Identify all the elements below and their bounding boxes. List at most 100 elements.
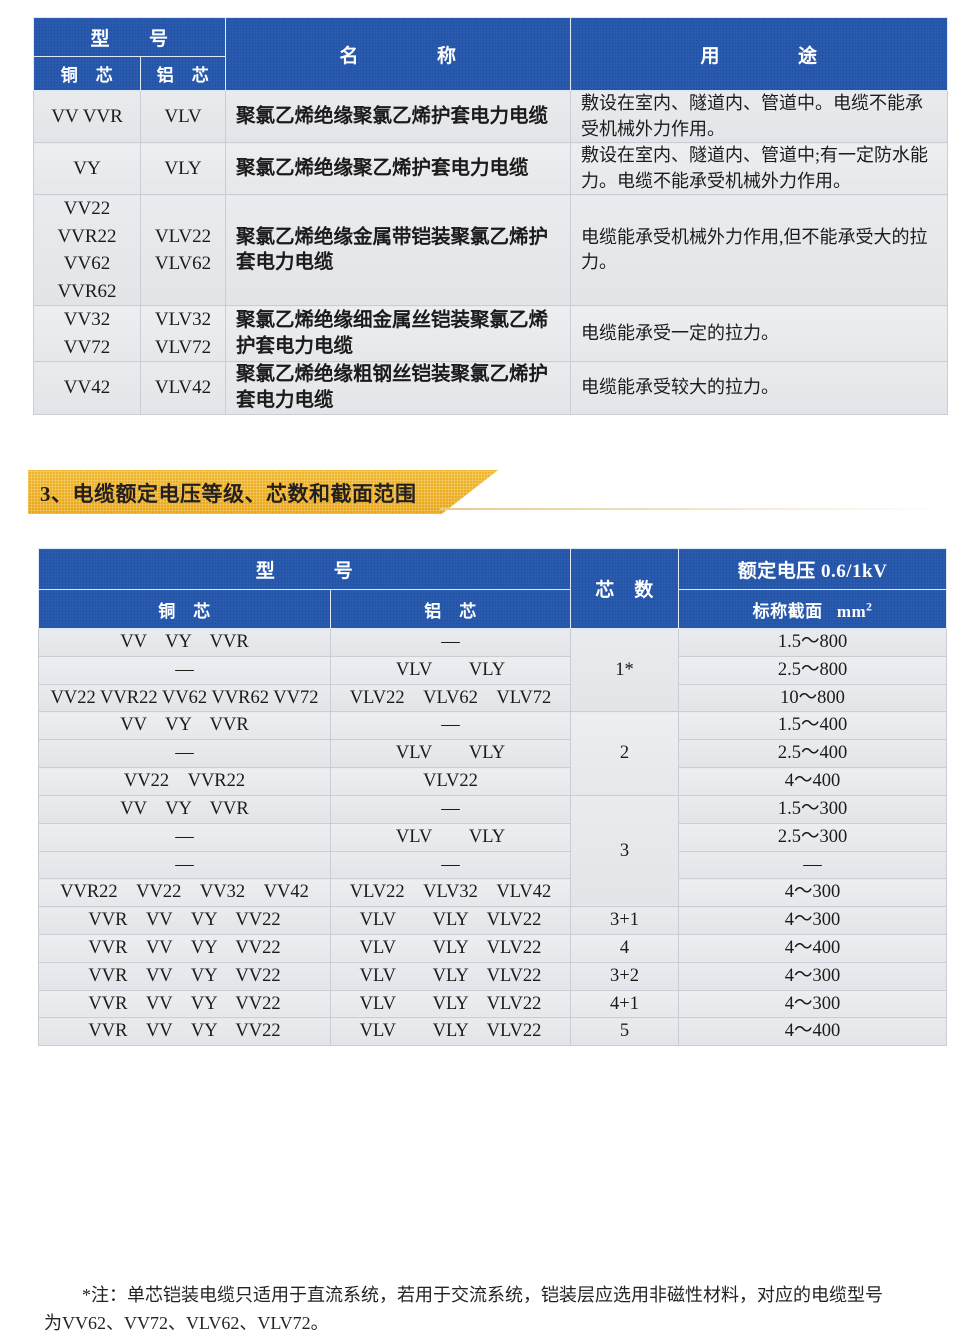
table2-cell-section-area: 2.5～800 (678, 655, 948, 685)
table1-cell-copper: VV32 VV72 (33, 305, 141, 363)
table2-body: VV VY VVR —1* 1.5～800— VLV VLY 2.5～800 VV22 V… (38, 627, 948, 1047)
section-banner-shape (28, 470, 498, 514)
table2-cell-copper: VV VY VVR (38, 794, 331, 824)
table2-cell-aluminum: VLV22 VLV32 VLV42 (329, 878, 572, 908)
table2-cell-aluminum: VLV22 VLV62 VLV72 (329, 683, 572, 713)
table2-cell-section-area: 10～800 (678, 683, 948, 713)
table1-header-row-1: 型 号 名 称 用 途 (32, 17, 949, 91)
table1-cell-aluminum: VLV (139, 89, 227, 144)
table2-cell-copper: VVR VV VY VV22 (38, 906, 331, 935)
section-title: 电缆额定电压等级、芯数和截面范围 (72, 482, 417, 506)
table1-cell-name: 聚氯乙烯绝缘细金属丝铠装聚氯乙烯护套电力电缆 (225, 305, 572, 363)
table-row: VVR22 VV22 VV32 VV42 VLV22 VLV32 VLV42 4～3… (38, 878, 948, 908)
table2-cell-section-area: 1.5～300 (678, 794, 948, 824)
table2-cell-copper: — (38, 850, 331, 880)
table2-cell-section-area: 2.5～400 (678, 739, 948, 769)
table2-cell-section-area: 2.5～300 (678, 822, 948, 852)
table1-cell-aluminum: VLV42 (139, 361, 227, 415)
table2-cell-section-area: 4～300 (678, 961, 948, 991)
table1-cell-use: 电缆能承受一定的拉力。 (570, 305, 949, 363)
table1-cell-use: 电缆能承受机械外力作用,但不能承受大的拉力。 (570, 194, 949, 307)
table-row: VV VY VVR —3 1.5～300 (38, 794, 948, 908)
table2-cell-copper: VVR VV VY VV22 (38, 961, 331, 991)
table2-header-section-unit-exponent: 2 (866, 599, 873, 613)
table2-header-model-group: 型 号 (37, 548, 572, 590)
table1-cell-copper: VV VVR (33, 89, 141, 144)
table1-cell-aluminum: VLV32 VLV72 (139, 305, 227, 363)
table2-header-section: 标称截面 mm2 (678, 589, 948, 629)
table2-cell-copper: VV22 VVR22 (38, 767, 331, 796)
table2-header-cores: 芯 数 (570, 548, 680, 629)
table2-cell-copper: VVR VV VY VV22 (38, 1017, 331, 1047)
table2-cell-copper: VVR VV VY VV22 (38, 933, 331, 963)
table2-cell-copper: — (38, 655, 331, 685)
table1-cell-name: 聚氯乙烯绝缘粗钢丝铠装聚氯乙烯护套电力电缆 (225, 361, 572, 415)
table2-cell-cores: 4 (570, 933, 680, 963)
table2-cell-section-area: 1.5～400 (678, 711, 948, 741)
cable-type-usage-table: 型 号 名 称 用 途 铜 芯 铝 芯 VV VVR VLV 聚氯乙烯绝缘聚氯乙烯护… (32, 17, 949, 415)
table1-cell-copper: VY (33, 142, 141, 196)
table2-cell-aluminum: VLV VLY VLV22 (329, 961, 572, 991)
table2-cell-cores: 3+1 (570, 906, 680, 935)
section-banner-text: 3、电缆额定电压等级、芯数和截面范围 (40, 478, 417, 508)
table-row: VV VVR VLV 聚氯乙烯绝缘聚氯乙烯护套电力电缆 敷设在室内、隧道内、管道中。电… (33, 89, 949, 144)
table2-cell-aluminum: — (329, 628, 572, 657)
table2-header-section-unit: mm (836, 601, 867, 621)
table2-cell-aluminum: — (329, 711, 572, 741)
table2-cell-section-area: 4～400 (678, 767, 948, 796)
table-row: VV22 VVR22 VV62 VVR62 VV72 VLV22 VLV62 VL… (38, 683, 948, 713)
table-row: — VLV VLY 2.5～400 (38, 739, 948, 769)
table-row: VVR VV VY VV22 VLV VLY VLV22 3+2 4～300 (38, 961, 948, 991)
table2-cell-section-area: 4～300 (678, 906, 948, 935)
table1-cell-use: 敷设在室内、隧道内、管道中;有一定防水能力。电缆不能承受机械外力作用。 (570, 142, 949, 196)
table1-cell-name: 聚氯乙烯绝缘聚乙烯护套电力电缆 (225, 142, 572, 196)
table2-header-row-1: 型 号 芯 数 额定电压 0.6/1kV (37, 548, 948, 629)
table2-cell-copper: VV VY VVR (38, 628, 331, 657)
cable-type-usage-table-container: 型 号 名 称 用 途 铜 芯 铝 芯 VV VVR VLV 聚氯乙烯绝缘聚氯乙烯护… (32, 17, 949, 415)
table2-cell-section-area: 4～400 (678, 1017, 948, 1047)
table1-cell-aluminum: VLV22 VLV62 (139, 194, 227, 307)
table-row: — VLV VLY 2.5～800 (38, 655, 948, 685)
table1-header-model-group: 型 号 (32, 17, 227, 57)
table2-cell-cores: 2 (570, 711, 680, 796)
table2-cell-section-area: 4～400 (678, 933, 948, 963)
table1-body: VV VVR VLV 聚氯乙烯绝缘聚氯乙烯护套电力电缆 敷设在室内、隧道内、管道中。电… (33, 89, 949, 415)
table-row: VVR VV VY VV22 VLV VLY VLV22 3+1 4～300 (38, 906, 948, 935)
table2-cell-copper: — (38, 739, 331, 769)
section-banner: 3、电缆额定电压等级、芯数和截面范围 (28, 470, 498, 514)
table2-cell-cores: 5 (570, 1017, 680, 1047)
table2-cell-cores: 3 (570, 794, 680, 908)
table2-header-aluminum: 铝 芯 (329, 589, 572, 629)
table2-cell-aluminum: VLV VLY VLV22 (329, 1017, 572, 1047)
table-row: VV VY VVR —2 1.5～400 (38, 711, 948, 796)
footnote: *注：单芯铠装电缆只适用于直流系统，若用于交流系统，铠装层应选用非磁性材料，对应… (44, 1282, 949, 1338)
section-number: 3、 (40, 482, 73, 506)
table-row: VV32 VV72 VLV32 VLV72 聚氯乙烯绝缘细金属丝铠装聚氯乙烯护套电力电缆… (33, 305, 949, 363)
table1-header-name: 名 称 (225, 17, 572, 91)
table2-cell-copper: VV VY VVR (38, 711, 331, 741)
table2-cell-cores: 1* (570, 627, 680, 713)
table-row: VV42 VLV42 聚氯乙烯绝缘粗钢丝铠装聚氯乙烯护套电力电缆 电缆能承受较大的拉力… (33, 361, 949, 415)
voltage-core-section-table-container: 型 号 芯 数 额定电压 0.6/1kV 铜 芯 铝 芯 标称截面 mm2 VV… (37, 548, 948, 1047)
table2-cell-cores: 4+1 (570, 989, 680, 1019)
footnote-line-2: 为VV62、VV72、VLV62、VLV72。 (44, 1312, 329, 1333)
table2-cell-aluminum: — (329, 850, 572, 880)
table2-cell-aluminum: VLV VLY (329, 822, 572, 852)
voltage-core-section-table: 型 号 芯 数 额定电压 0.6/1kV 铜 芯 铝 芯 标称截面 mm2 VV… (37, 548, 948, 1047)
table2-head: 型 号 芯 数 额定电压 0.6/1kV 铜 芯 铝 芯 标称截面 mm2 (37, 548, 948, 629)
table1-cell-use: 敷设在室内、隧道内、管道中。电缆不能承受机械外力作用。 (570, 89, 949, 144)
table1-cell-copper: VV42 (33, 361, 141, 415)
table-row: VVR VV VY VV22 VLV VLY VLV22 4+1 4～300 (38, 989, 948, 1019)
table2-cell-section-area: 4～300 (678, 878, 948, 908)
table1-cell-name: 聚氯乙烯绝缘聚氯乙烯护套电力电缆 (225, 89, 572, 144)
table-row: VVR VV VY VV22 VLV VLY VLV22 4 4～400 (38, 933, 948, 963)
table1-header-aluminum: 铝 芯 (139, 56, 227, 91)
table-row: VVR VV VY VV22 VLV VLY VLV22 5 4～400 (38, 1017, 948, 1047)
table2-cell-copper: VV22 VVR22 VV62 VVR62 VV72 (38, 683, 331, 713)
table2-header-voltage: 额定电压 0.6/1kV (678, 548, 948, 590)
table1-head: 型 号 名 称 用 途 铜 芯 铝 芯 (32, 17, 949, 91)
table2-cell-aluminum: — (329, 794, 572, 824)
table1-header-row-2: 铜 芯 铝 芯 (33, 56, 948, 91)
table2-cell-section-area: 4～300 (678, 989, 948, 1019)
table2-cell-aluminum: VLV VLY VLV22 (329, 989, 572, 1019)
